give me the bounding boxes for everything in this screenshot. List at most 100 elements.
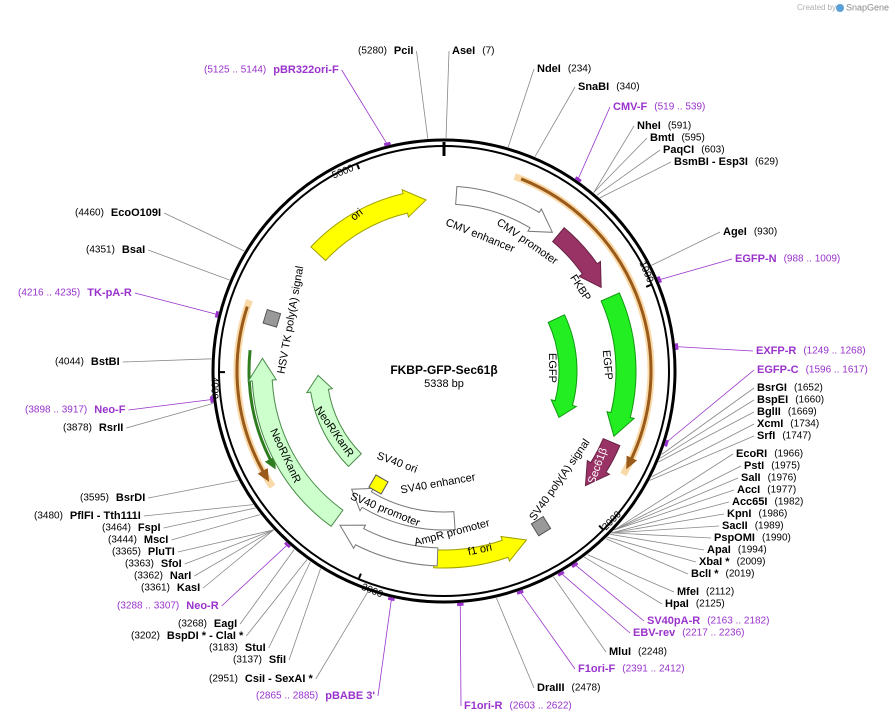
- scale-tick: [598, 524, 604, 530]
- leader-line: [574, 563, 645, 622]
- primer-position: (4216 .. 4235): [18, 288, 80, 299]
- feature-arrow: [350, 487, 456, 531]
- leader-line: [593, 137, 648, 193]
- site-name: FspI: [138, 522, 161, 534]
- feature-box: [262, 309, 282, 328]
- site-name: MfeI: [677, 586, 699, 598]
- feature-arrow: [520, 177, 653, 470]
- leader-line: [202, 529, 274, 589]
- primer-mark: [214, 310, 220, 318]
- site-name: BspDI * - ClaI *: [167, 630, 244, 642]
- site-position: (3363): [125, 559, 154, 570]
- primer-name: F1ori-F: [578, 663, 616, 675]
- site-position: (3878): [63, 423, 92, 434]
- leader-line: [611, 501, 730, 534]
- leader-line: [665, 369, 755, 444]
- site-name: ApaI: [707, 544, 731, 556]
- site-position: (1975): [771, 461, 800, 472]
- leader-line: [194, 529, 274, 577]
- site-name: SnaBI: [578, 81, 609, 93]
- feature-label: SV40 poly(A) signal: [527, 437, 592, 523]
- leader-line: [171, 514, 261, 541]
- primer-name: pBABE 3': [325, 690, 375, 702]
- site-name: RsrII: [99, 422, 123, 434]
- site-name: BmtI: [650, 132, 674, 144]
- primer-mark: [516, 589, 524, 595]
- site-position: (2478): [572, 683, 601, 694]
- leader-line: [163, 507, 256, 529]
- site-name: PspOMI: [714, 532, 755, 544]
- backbone-outer: [211, 138, 677, 604]
- plasmid-name: FKBP-GFP-Sec61β: [390, 363, 497, 377]
- scale-tick: [645, 283, 652, 288]
- primer-position: (2217 .. 2236): [682, 628, 744, 639]
- leader-line: [148, 249, 230, 281]
- leader-line: [611, 532, 712, 539]
- site-position: (3480): [34, 511, 63, 522]
- feature-arrow: [547, 314, 578, 419]
- feature-arrow: [235, 306, 270, 482]
- site-name: BsrDI: [116, 492, 145, 504]
- site-name: NheI: [637, 120, 661, 132]
- site-name: KasI: [177, 582, 200, 594]
- primer-position: (2603 .. 2622): [510, 701, 572, 712]
- leader-line: [614, 477, 739, 531]
- site-position: (2009): [737, 557, 766, 568]
- leader-line: [519, 591, 576, 670]
- feature-label: EGFP: [546, 353, 558, 383]
- site-name: BclI *: [691, 568, 719, 580]
- site-name: XbaI *: [699, 556, 730, 568]
- site-position: (3137): [233, 655, 262, 666]
- feature-box: [530, 515, 552, 537]
- primer-mark: [571, 561, 579, 569]
- feature-label: SV40 ori: [375, 450, 419, 476]
- feature-arrow: [305, 374, 362, 468]
- site-position: (3444): [108, 535, 137, 546]
- primer-name: EBV-rev: [633, 627, 676, 639]
- leader-line: [610, 533, 705, 551]
- site-name: PluTI: [148, 546, 175, 558]
- site-name: PflFI - Tth111I: [70, 510, 141, 522]
- site-position: (930): [754, 227, 777, 238]
- leader-line: [534, 86, 576, 157]
- leader-line: [651, 423, 755, 478]
- site-position: (3183): [209, 643, 238, 654]
- scale-tick: [356, 164, 361, 170]
- feature-arrow: [584, 437, 621, 487]
- leader-line: [599, 161, 672, 199]
- feature-label: EGFP: [600, 350, 615, 381]
- primer-position: (3898 .. 3917): [25, 405, 87, 416]
- site-position: (595): [681, 133, 704, 144]
- leader-line: [239, 549, 295, 625]
- site-name: PstI: [744, 460, 764, 472]
- primer-name: Neo-F: [94, 404, 125, 416]
- site-position: (1747): [782, 431, 811, 442]
- feature-label: SV40 enhancer: [400, 471, 477, 496]
- leader-line: [614, 453, 734, 531]
- leader-line: [128, 398, 213, 411]
- leader-line: [459, 603, 462, 707]
- primer-name: F1ori-R: [464, 700, 503, 712]
- site-name: EagI: [214, 618, 237, 630]
- leader-line: [245, 559, 308, 637]
- leader-line: [416, 50, 429, 139]
- primer-position: (3288 .. 3307): [117, 601, 179, 612]
- site-name: PciI: [394, 45, 414, 57]
- site-name: StuI: [245, 642, 266, 654]
- primer-name: EGFP-N: [735, 253, 777, 265]
- site-position: (3362): [134, 571, 163, 582]
- primer-name: SV40pA-R: [647, 615, 700, 627]
- site-name: CsiI - SexAI *: [245, 673, 314, 685]
- site-position: (1994): [738, 545, 767, 556]
- primer-name: EXFP-R: [756, 345, 796, 357]
- site-position: (1966): [774, 449, 803, 460]
- site-position: (2248): [638, 647, 667, 658]
- leader-line: [649, 435, 755, 481]
- site-name: AseI: [452, 45, 475, 57]
- scale-label: 4000: [208, 377, 219, 400]
- leader-line: [593, 125, 635, 193]
- leader-line: [221, 543, 289, 607]
- site-name: SalI: [741, 472, 761, 484]
- primer-mark: [209, 396, 214, 403]
